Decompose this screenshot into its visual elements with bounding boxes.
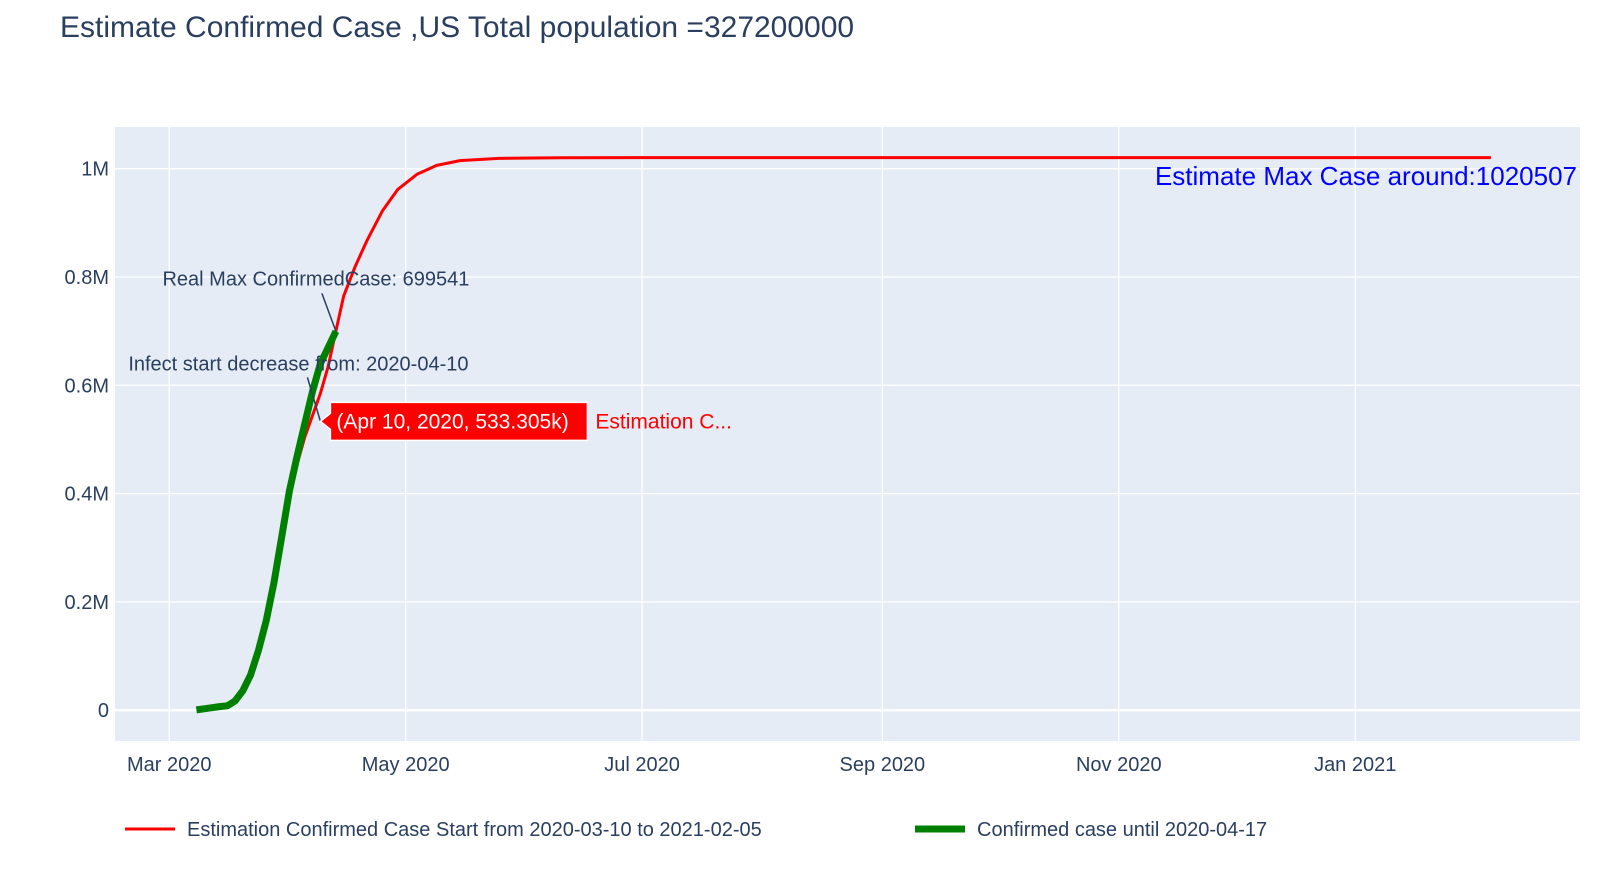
x-tick-label: Jul 2020 [604, 754, 680, 776]
x-axis-ticks: Mar 2020 May 2020 Jul 2020 Sep 2020 Nov 2020… [127, 754, 1396, 776]
x-tick-label: Nov 2020 [1076, 754, 1162, 776]
y-tick-label: 0.4M [65, 484, 109, 506]
chart-title: Estimate Confirmed Case ,US Total popula… [60, 11, 854, 44]
hover-label: (Apr 10, 2020, 533.305k) Estimation C... [319, 401, 732, 442]
annotations: Real Max ConfirmedCase: 699541 Infect sta… [128, 161, 1577, 422]
y-tick-label: 0.8M [65, 267, 109, 289]
confirmed-series-line[interactable] [195, 329, 340, 714]
legend-item[interactable]: Estimation Confirmed Case Start from 202… [125, 819, 762, 841]
gridlines [115, 127, 1580, 741]
x-tick-label: May 2020 [362, 754, 450, 776]
legend-label: Confirmed case until 2020-04-17 [977, 819, 1267, 841]
y-tick-label: 0 [98, 700, 109, 722]
y-tick-label: 0.2M [65, 592, 109, 614]
real-max-annotation: Real Max ConfirmedCase: 699541 [162, 268, 469, 290]
hover-value-text: (Apr 10, 2020, 533.305k) [336, 410, 568, 433]
infect-decrease-annotation: Infect start decrease from: 2020-04-10 [128, 353, 468, 375]
y-tick-label: 0.6M [65, 375, 109, 397]
y-axis-ticks: 0 0.2M 0.4M 0.6M 0.8M 1M [65, 159, 109, 722]
real-max-arrow [321, 293, 337, 332]
x-tick-label: Jan 2021 [1314, 754, 1396, 776]
series-lines [195, 156, 1491, 714]
legend: Estimation Confirmed Case Start from 202… [125, 819, 1267, 841]
estimate-max-annotation: Estimate Max Case around:1020507 [1155, 161, 1577, 191]
legend-item[interactable]: Confirmed case until 2020-04-17 [915, 819, 1267, 841]
x-tick-label: Mar 2020 [127, 754, 212, 776]
y-tick-label: 1M [81, 159, 109, 181]
x-tick-label: Sep 2020 [840, 754, 926, 776]
hover-series-name: Estimation C... [595, 410, 732, 433]
infect-decrease-arrow [306, 377, 322, 422]
legend-label: Estimation Confirmed Case Start from 202… [187, 819, 762, 841]
hover-box [319, 401, 589, 442]
